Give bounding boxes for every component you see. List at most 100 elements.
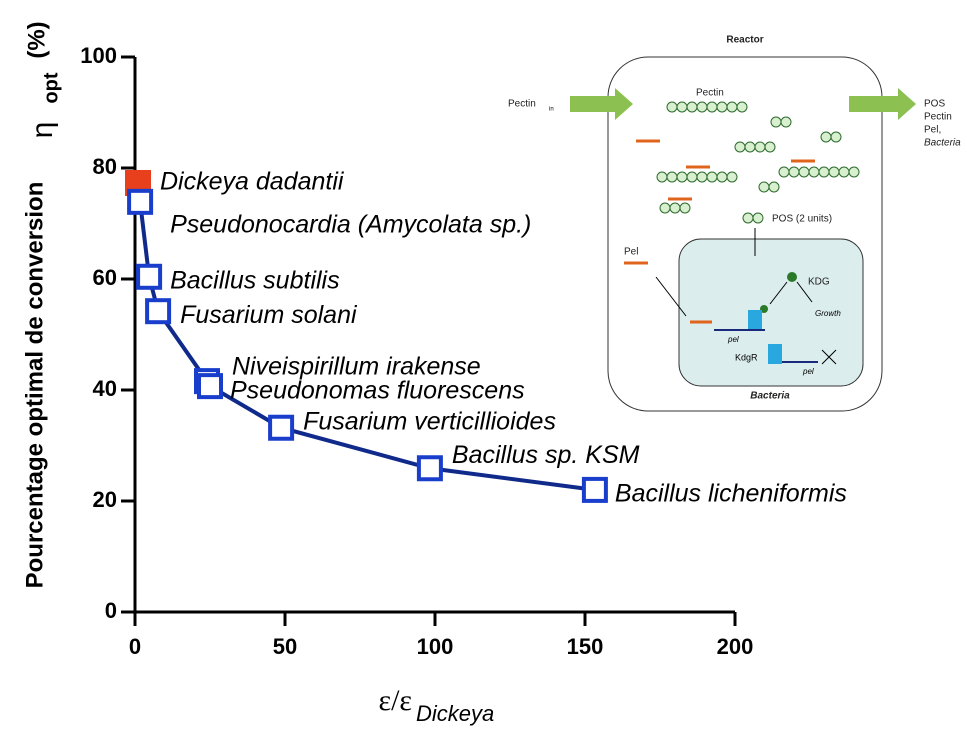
sugar-unit xyxy=(818,166,830,178)
sugar-unit xyxy=(736,101,748,113)
inlet-sub: in xyxy=(549,107,554,113)
x-tick-label: 150 xyxy=(567,634,604,659)
sugar-unit xyxy=(752,212,764,224)
sugar-unit xyxy=(676,101,688,113)
axis-titles: Pourcentage optimal de conversion η opt … xyxy=(21,21,494,725)
point-label: Dickeya dadantii xyxy=(160,168,345,196)
sugar-unit xyxy=(754,141,766,153)
reactor-title: Reactor xyxy=(726,35,763,46)
sugar-unit xyxy=(828,166,840,178)
sugar-unit xyxy=(726,101,738,113)
sugar-unit xyxy=(820,131,832,143)
sugar-unit xyxy=(659,202,671,214)
sugar-unit xyxy=(734,141,746,153)
point-label: Fusarium verticillioides xyxy=(303,407,556,435)
y-axis-label: Pourcentage optimal de conversion xyxy=(21,182,48,589)
outlet-arrow xyxy=(849,88,916,120)
sugar-unit xyxy=(758,181,770,193)
y-axis-sub: opt xyxy=(40,72,62,103)
y-axis-unit: (%) xyxy=(23,21,50,58)
sugar-unit xyxy=(798,166,810,178)
sugar-unit xyxy=(696,171,708,183)
sugar-unit xyxy=(848,166,860,178)
sugar-unit xyxy=(676,171,688,183)
protein xyxy=(768,344,782,364)
y-tick-label: 100 xyxy=(80,43,117,68)
sugar-unit xyxy=(696,101,708,113)
outlet-2: Pectin xyxy=(924,112,952,123)
point-label: Bacillus subtilis xyxy=(170,266,340,294)
block xyxy=(821,349,837,365)
arrow xyxy=(655,276,687,317)
pectin-label: Pectin xyxy=(696,88,724,99)
sugar-unit xyxy=(788,166,800,178)
x-tick-label: 200 xyxy=(717,634,754,659)
bacteria-cell xyxy=(678,238,864,387)
y-tick-label: 60 xyxy=(93,265,117,290)
protein xyxy=(748,310,762,330)
kdg-label: KDG xyxy=(808,277,830,288)
sugar-unit xyxy=(669,202,681,214)
inlet-arrow xyxy=(570,88,633,120)
data-point xyxy=(145,298,172,325)
point-label: Fusarium solani xyxy=(180,301,358,329)
sugar-unit xyxy=(808,166,820,178)
outlet-4: Bacteria xyxy=(924,138,961,149)
sugar-unit xyxy=(838,166,850,178)
growth-label: Growth xyxy=(815,309,841,318)
arrow xyxy=(769,281,788,305)
outlet-3: Pel, xyxy=(924,125,941,136)
data-point xyxy=(197,373,223,400)
sugar-unit xyxy=(830,131,842,143)
y-tick-label: 20 xyxy=(93,487,117,512)
sugar-unit xyxy=(666,171,678,183)
pos-label: POS (2 units) xyxy=(772,214,832,225)
sugar-unit xyxy=(742,212,754,224)
sugar-unit xyxy=(768,181,780,193)
data-point xyxy=(127,188,154,215)
point-label: Bacillus sp. KSM xyxy=(452,441,640,469)
sugar-unit xyxy=(726,171,738,183)
sugar-unit xyxy=(778,166,790,178)
x-axis-sub: Dickeya xyxy=(416,701,494,726)
x-tick-label: 100 xyxy=(417,634,454,659)
sugar-unit xyxy=(656,171,668,183)
sugar-unit xyxy=(744,141,756,153)
sugar-unit xyxy=(686,101,698,113)
sugar-unit xyxy=(679,202,691,214)
cell-label: Bacteria xyxy=(750,391,790,402)
sugar-unit xyxy=(780,116,792,128)
arrow xyxy=(796,281,813,303)
x-axis-label: ε/ε xyxy=(378,684,412,717)
inlet-label: Pectin xyxy=(508,99,536,110)
data-point xyxy=(581,476,608,503)
y-axis-symbol: η xyxy=(26,122,59,139)
sugar-unit xyxy=(686,171,698,183)
point-label: Bacillus licheniformis xyxy=(615,480,847,508)
sugar-unit xyxy=(716,101,728,113)
x-tick-label: 0 xyxy=(129,634,141,659)
data-point xyxy=(136,263,163,290)
sugar-unit xyxy=(706,171,718,183)
point-label: Pseudonomas fluorescens xyxy=(230,377,525,405)
y-tick-label: 40 xyxy=(93,376,117,401)
reactor-diagram: Reactor Pectin in Pectin POS Pectin Pel,… xyxy=(508,35,961,412)
sugar-unit xyxy=(770,116,782,128)
y-tick-label: 80 xyxy=(93,154,117,179)
sugar-unit xyxy=(706,101,718,113)
y-tick-label: 0 xyxy=(105,598,117,623)
x-tick-label: 50 xyxy=(273,634,297,659)
kdg xyxy=(787,272,797,282)
sugar-unit xyxy=(666,101,678,113)
sugar-unit xyxy=(716,171,728,183)
gene2-label: pel xyxy=(802,367,814,376)
outlet-1: POS xyxy=(924,99,945,110)
point-label: Niveispirillum irakense xyxy=(232,353,481,381)
data-point xyxy=(268,414,295,441)
data-point xyxy=(416,455,443,482)
point-label: Pseudonocardia (Amycolata sp.) xyxy=(170,210,531,238)
sugar-unit xyxy=(764,141,776,153)
pel-label: Pel xyxy=(624,247,638,258)
kdgr-label: KdgR xyxy=(735,352,758,362)
